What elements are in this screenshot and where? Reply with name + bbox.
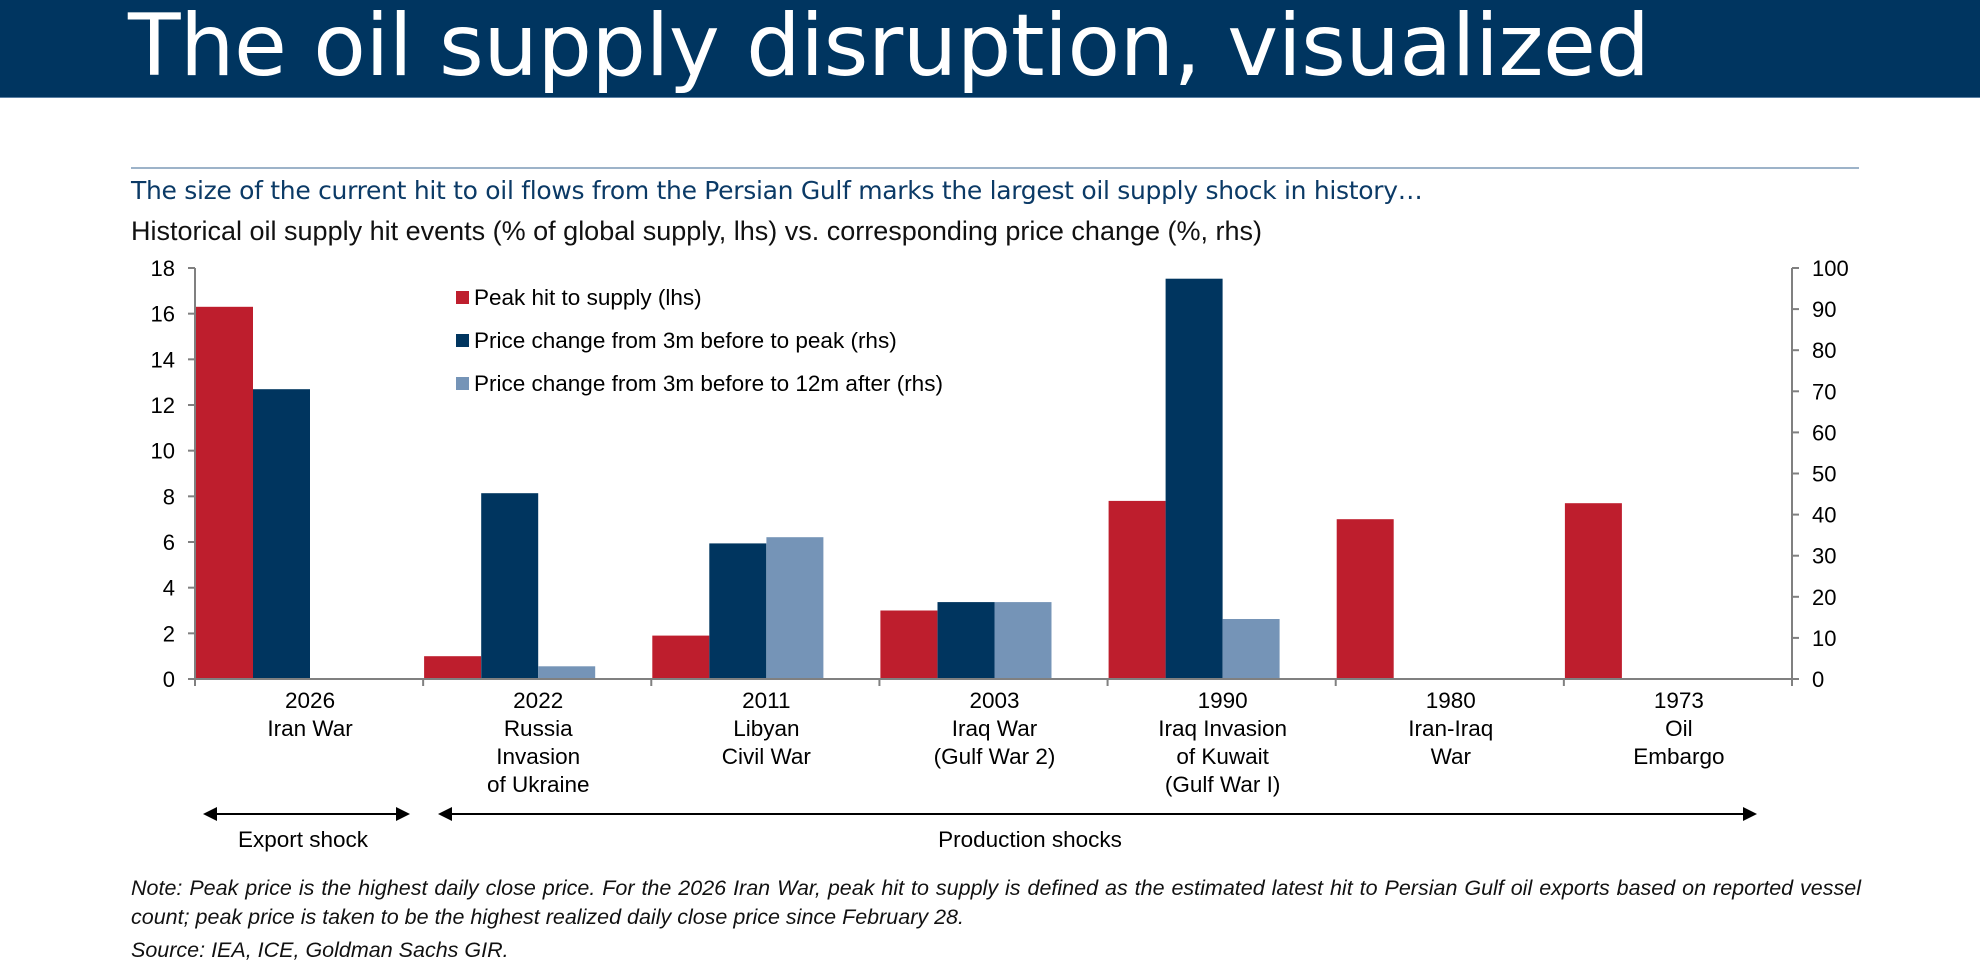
legend-label: Peak hit to supply (lhs) [474, 284, 702, 310]
chart-source: Source: IEA, ICE, Goldman Sachs GIR. [131, 938, 509, 962]
bar-0-1 [424, 656, 482, 679]
bar-0-2 [652, 635, 710, 679]
bar-0-4 [1108, 500, 1166, 679]
legend-item-price-to-peak: Price change from 3m before to peak (rhs… [456, 319, 943, 362]
chart-subtitle: The size of the current hit to oil flows… [131, 176, 1423, 205]
left-tick-label: 14 [151, 347, 175, 372]
left-tick-label: 2 [163, 621, 175, 646]
left-tick-label: 6 [163, 530, 175, 555]
category-label-line: War [1431, 744, 1472, 769]
right-tick-label: 40 [1812, 503, 1836, 528]
bar-0-0 [196, 306, 253, 679]
arrow-head-left [438, 807, 452, 821]
bars-layer [196, 278, 1622, 679]
arrow-head-right [1743, 807, 1757, 821]
category-label-line: Invasion [496, 744, 580, 769]
category-label-line: 1980 [1426, 688, 1476, 713]
category-label-line: 2003 [969, 688, 1019, 713]
bar-2-4 [1222, 619, 1280, 679]
category-label: 1990 Iraq Invasion of Kuwait (Gulf War I) [1158, 688, 1287, 797]
bar-0-5 [1336, 519, 1394, 679]
right-tick-label: 100 [1812, 256, 1849, 281]
legend-swatch-price-to-peak [456, 334, 469, 347]
bar-2-1 [538, 666, 596, 679]
bar-1-0 [253, 389, 310, 679]
legend-label: Price change from 3m before to peak (rhs… [474, 327, 897, 353]
category-label-line: (Gulf War I) [1165, 772, 1280, 797]
category-label: 1973 Oil Embargo [1633, 688, 1724, 769]
right-tick-label: 0 [1812, 667, 1824, 692]
page-title: The oil supply disruption, visualized [128, 0, 1650, 96]
right-tick-label: 20 [1812, 585, 1836, 610]
category-label-line: (Gulf War 2) [934, 744, 1056, 769]
category-label-line: of Kuwait [1176, 744, 1269, 769]
category-label-line: Libyan [733, 716, 799, 741]
right-tick-label: 60 [1812, 420, 1836, 445]
category-label-line: 2022 [513, 688, 563, 713]
category-label: 1980 Iran-Iraq War [1408, 688, 1493, 769]
bar-1-3 [937, 602, 995, 679]
production-shocks-arrow [438, 807, 1757, 821]
legend-item-price-to-12m: Price change from 3m before to 12m after… [456, 362, 943, 405]
right-tick-label: 10 [1812, 626, 1836, 651]
right-tick-label: 80 [1812, 338, 1836, 363]
arrow-head-left [203, 807, 217, 821]
legend-swatch-peak-hit [456, 291, 469, 304]
category-label: 2003 Iraq War (Gulf War 2) [934, 688, 1056, 769]
bar-1-2 [709, 543, 767, 679]
chart-title: Historical oil supply hit events (% of g… [131, 216, 1263, 246]
bar-2-2 [766, 537, 824, 679]
arrow-head-right [396, 807, 410, 821]
bar-1-4 [1165, 278, 1223, 679]
category-label-line: Oil [1665, 716, 1693, 741]
bar-1-1 [481, 493, 539, 679]
right-tick-label: 90 [1812, 297, 1836, 322]
category-label-line: Iran War [267, 716, 353, 741]
legend-label: Price change from 3m before to 12m after… [474, 370, 943, 396]
bar-0-3 [880, 610, 938, 679]
category-label: 2022 Russia Invasion of Ukraine [487, 688, 590, 797]
left-tick-label: 8 [163, 484, 175, 509]
left-tick-label: 18 [151, 256, 175, 281]
left-tick-label: 0 [163, 667, 175, 692]
category-label-line: 1990 [1198, 688, 1248, 713]
category-label-line: 2011 [742, 688, 790, 713]
header-banner: The oil supply disruption, visualized [0, 0, 1980, 98]
category-label-line: Embargo [1633, 744, 1724, 769]
category-label: 2026 Iran War [267, 688, 353, 741]
export-shock-arrow [203, 807, 410, 821]
category-label-line: Civil War [722, 744, 812, 769]
left-tick-label: 10 [151, 439, 175, 464]
category-label-line: Iran-Iraq [1408, 716, 1493, 741]
category-label: 2011 Libyan Civil War [722, 688, 812, 769]
axes-layer: 0 2 4 6 8 10 12 14 16 18 0 10 20 30 40 50 60 70 80 90 100 [151, 256, 1849, 692]
right-tick-label: 30 [1812, 544, 1836, 569]
category-label-line: of Ukraine [487, 772, 590, 797]
legend-item-peak-hit: Peak hit to supply (lhs) [456, 276, 943, 319]
production-shocks-label: Production shocks [938, 827, 1122, 852]
category-labels: 2026 Iran War 2022 Russia Invasion of Ukraine… [267, 688, 1724, 797]
export-shock-label: Export shock [238, 827, 369, 852]
category-label-line: Iraq War [952, 716, 1038, 741]
left-tick-label: 16 [151, 302, 175, 327]
bar-2-3 [994, 602, 1052, 679]
category-label-line: Iraq Invasion [1158, 716, 1287, 741]
shock-annotations: Export shock Production shocks [203, 807, 1757, 852]
left-tick-label: 4 [163, 576, 175, 601]
category-label-line: 1973 [1654, 688, 1704, 713]
right-tick-label: 50 [1812, 462, 1836, 487]
chart-note: Note: Peak price is the highest daily cl… [131, 876, 1861, 929]
chart-legend: Peak hit to supply (lhs) Price change fr… [456, 276, 943, 405]
category-label-line: 2026 [285, 688, 335, 713]
category-label-line: Russia [504, 716, 573, 741]
bar-0-6 [1564, 503, 1622, 679]
left-tick-label: 12 [151, 393, 175, 418]
legend-swatch-price-to-12m [456, 377, 469, 390]
right-tick-label: 70 [1812, 379, 1836, 404]
title-divider [131, 167, 1859, 169]
